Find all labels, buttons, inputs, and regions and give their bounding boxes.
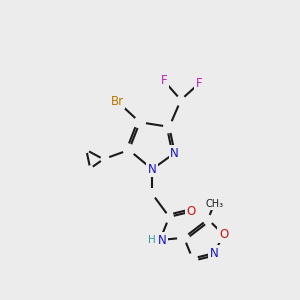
Text: Br: Br [111,95,124,108]
Text: CH₃: CH₃ [205,199,223,209]
Text: N: N [158,233,167,247]
Text: F: F [195,77,202,90]
Text: N: N [148,163,157,176]
Text: F: F [160,74,167,87]
Text: N: N [170,146,179,160]
Text: H: H [148,235,156,245]
Text: O: O [219,228,228,241]
Text: N: N [210,247,219,260]
Text: O: O [186,205,196,218]
